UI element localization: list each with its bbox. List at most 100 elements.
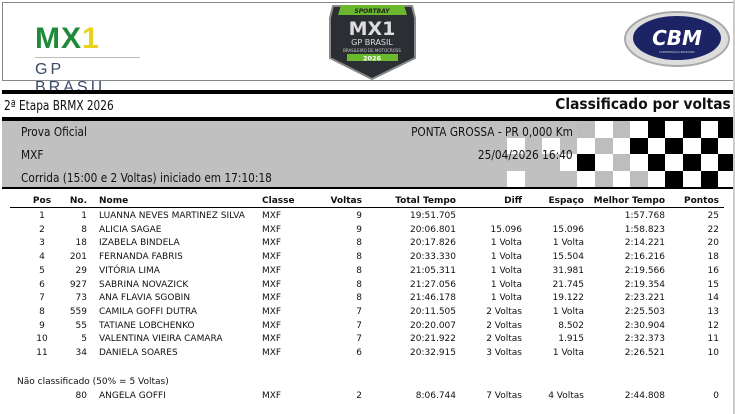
cell-total-time: 21:27.056: [410, 279, 456, 290]
table-row[interactable]: 1 1 LUANNA NEVES MARTINEZ SILVA MXF 9 19:51.7…: [0, 211, 735, 224]
cell-laps: 8: [356, 238, 362, 249]
checker-square: [612, 170, 631, 187]
checker-square: [700, 137, 719, 154]
cell-diff: 1 Volta: [490, 293, 522, 304]
cell-gap: 31.981: [552, 265, 585, 276]
checker-square: [630, 154, 648, 171]
table-row[interactable]: 80 ANGELA GOFFI MXF 2 8:06.744 7 Voltas 4 Volt…: [0, 391, 735, 404]
cell-name: ANA FLAVIA SGOBIN: [99, 293, 191, 304]
cell-name: FERNANDA FABRIS: [99, 252, 183, 263]
cell-gap: 15.504: [552, 252, 585, 263]
column-header-total-time: Total Tempo: [395, 196, 456, 206]
column-header-points: Pontos: [683, 196, 719, 206]
cell-points: 25: [707, 211, 719, 221]
cell-class: MXF: [262, 265, 282, 276]
table-row[interactable]: 2 8 ALICIA SAGAE MXF 9 20:06.801 15.096 15.096 1…: [0, 225, 735, 238]
location: PONTA GROSSA - PR 0,000 Km: [411, 125, 573, 139]
cell-name: SABRINA NOVAZICK: [99, 279, 189, 290]
table-row[interactable]: 5 29 VITÓRIA LIMA MXF 8 21:05.311 1 Volta 31.98…: [0, 266, 735, 279]
table-row[interactable]: 11 34 DANIELA SOARES MXF 6 20:32.915 3 Voltas 1…: [0, 348, 735, 361]
scrollbar[interactable]: [733, 0, 735, 414]
checker-square: [542, 137, 560, 154]
cell-laps: 9: [356, 211, 362, 221]
column-header-class: Classe: [262, 196, 295, 206]
cell-best-time: 2:16.216: [624, 252, 665, 263]
cell-name: LUANNA NEVES MARTINEZ SILVA: [99, 211, 245, 221]
cell-class: MXF: [262, 334, 282, 345]
cell-name: TATIANE LOBCHENKO: [99, 320, 195, 331]
cell-best-time: 2:44.808: [624, 391, 665, 401]
divider: [2, 187, 735, 189]
cell-number: 29: [75, 265, 87, 276]
cell-laps: 6: [356, 348, 362, 358]
cell-laps: 8: [356, 252, 362, 263]
checker-square: [718, 121, 735, 138]
cell-points: 22: [707, 224, 719, 235]
table-row[interactable]: 3 18 IZABELA BINDELA MXF 8 20:17.826 1 Volta 1 …: [0, 238, 735, 251]
table-row[interactable]: 8 559 CAMILA GOFFI DUTRA MXF 7 20:11.505 2 Vol…: [0, 307, 735, 320]
cell-name: DANIELA SOARES: [99, 348, 178, 358]
cell-best-time: 2:25.503: [624, 306, 665, 317]
cbm-logo: CBM CONFEDERAÇÃO BRASILEIRA: [624, 11, 730, 67]
cell-number: 18: [75, 238, 87, 249]
cell-number: 1: [81, 211, 87, 221]
checker-square: [577, 121, 595, 138]
checker-square: [647, 121, 666, 138]
cell-gap: 21.745: [552, 279, 585, 290]
cell-laps: 8: [356, 265, 362, 276]
table-header: Pos No. Nome Classe Voltas Total Tempo Diff Esp…: [0, 196, 735, 209]
checker-square: [577, 137, 595, 154]
header-underline: [10, 207, 724, 208]
cell-points: 16: [707, 265, 719, 276]
table-row[interactable]: 10 5 VALENTINA VIEIRA CAMARA MXF 7 20:21.922 2…: [0, 334, 735, 347]
cell-gap: 8.502: [558, 320, 584, 331]
checker-square: [630, 121, 648, 138]
cell-name: VALENTINA VIEIRA CAMARA: [99, 334, 223, 345]
checker-square: [577, 154, 595, 171]
cell-name: CAMILA GOFFI DUTRA: [99, 306, 198, 317]
cell-total-time: 21:46.178: [410, 293, 456, 304]
table-row[interactable]: 9 55 TATIANE LOBCHENKO MXF 7 20:20.007 2 Volta…: [0, 321, 735, 334]
cell-points: 18: [707, 252, 719, 263]
cell-total-time: 20:33.330: [410, 252, 456, 263]
checker-square: [647, 170, 666, 187]
checker-square: [612, 137, 631, 154]
checker-square: [665, 154, 683, 171]
column-header-pos: Pos: [32, 196, 52, 206]
cell-total-time: 20:21.922: [410, 334, 456, 345]
checker-square: [595, 137, 613, 154]
cell-total-time: 8:06.744: [415, 391, 456, 401]
cell-laps: 2: [356, 391, 362, 401]
table-row[interactable]: 6 927 SABRINA NOVAZICK MXF 8 21:27.056 1 Volta…: [0, 280, 735, 293]
cell-pos: 5: [39, 265, 45, 276]
column-header-diff: Diff: [504, 196, 522, 206]
cell-best-time: 2:26.521: [624, 348, 665, 358]
cell-points: 20: [707, 238, 719, 249]
cell-best-time: 2:30.904: [624, 320, 665, 331]
cell-pos: 4: [39, 252, 45, 263]
checker-square: [683, 170, 701, 187]
report-type: Classificado por voltas: [555, 95, 731, 113]
column-header-best-time: Melhor Tempo: [593, 196, 665, 206]
cell-best-time: 2:32.373: [624, 334, 665, 345]
table-row[interactable]: 7 73 ANA FLAVIA SGOBIN MXF 8 21:46.178 1 Volta…: [0, 293, 735, 306]
table-row[interactable]: 4 201 FERNANDA FABRIS MXF 8 20:33.330 1 Volta 1…: [0, 252, 735, 265]
cell-pos: 3: [39, 238, 45, 249]
cell-pos: 10: [36, 334, 48, 345]
cell-best-time: 2:19.566: [624, 265, 665, 276]
checker-square: [700, 154, 719, 171]
checker-square: [612, 121, 631, 138]
cell-total-time: 20:17.826: [410, 238, 456, 249]
column-header-number: No.: [69, 196, 87, 206]
checker-square: [718, 170, 735, 187]
svg-text:2026: 2026: [363, 55, 382, 63]
cell-points: 0: [713, 391, 719, 401]
cell-diff: 1 Volta: [490, 238, 522, 249]
cell-class: MXF: [262, 320, 282, 331]
cell-number: 559: [69, 306, 87, 317]
cell-name: VITÓRIA LIMA: [99, 265, 160, 276]
cell-class: MXF: [262, 391, 282, 401]
cell-points: 12: [707, 320, 719, 331]
cell-class: MXF: [262, 238, 282, 249]
cell-class: MXF: [262, 252, 282, 263]
